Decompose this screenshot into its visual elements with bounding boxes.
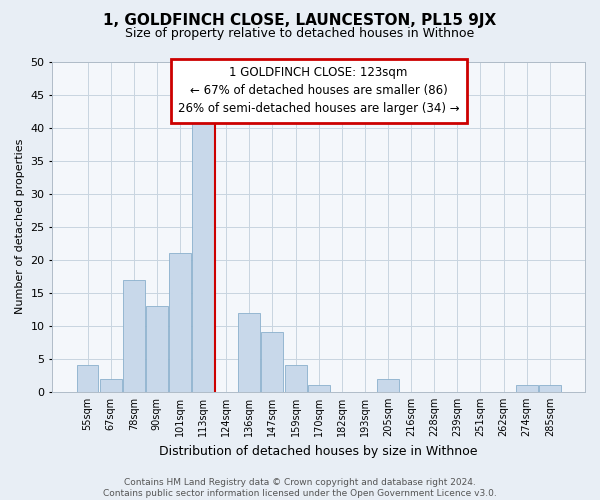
Text: Contains HM Land Registry data © Crown copyright and database right 2024.
Contai: Contains HM Land Registry data © Crown c… [103,478,497,498]
Bar [123,280,145,392]
Bar [308,386,329,392]
X-axis label: Distribution of detached houses by size in Withnoe: Distribution of detached houses by size … [160,444,478,458]
Text: Size of property relative to detached houses in Withnoe: Size of property relative to detached ho… [125,28,475,40]
Text: 1 GOLDFINCH CLOSE: 123sqm
← 67% of detached houses are smaller (86)
26% of semi-: 1 GOLDFINCH CLOSE: 123sqm ← 67% of detac… [178,66,460,116]
Bar [238,312,260,392]
Bar [169,253,191,392]
Bar [516,386,538,392]
Bar [284,366,307,392]
Bar [146,306,168,392]
Bar [262,332,283,392]
Bar [377,378,399,392]
Bar [77,366,98,392]
Bar [539,386,561,392]
Y-axis label: Number of detached properties: Number of detached properties [15,139,25,314]
Bar [100,378,122,392]
Bar [192,121,214,392]
Text: 1, GOLDFINCH CLOSE, LAUNCESTON, PL15 9JX: 1, GOLDFINCH CLOSE, LAUNCESTON, PL15 9JX [103,12,497,28]
